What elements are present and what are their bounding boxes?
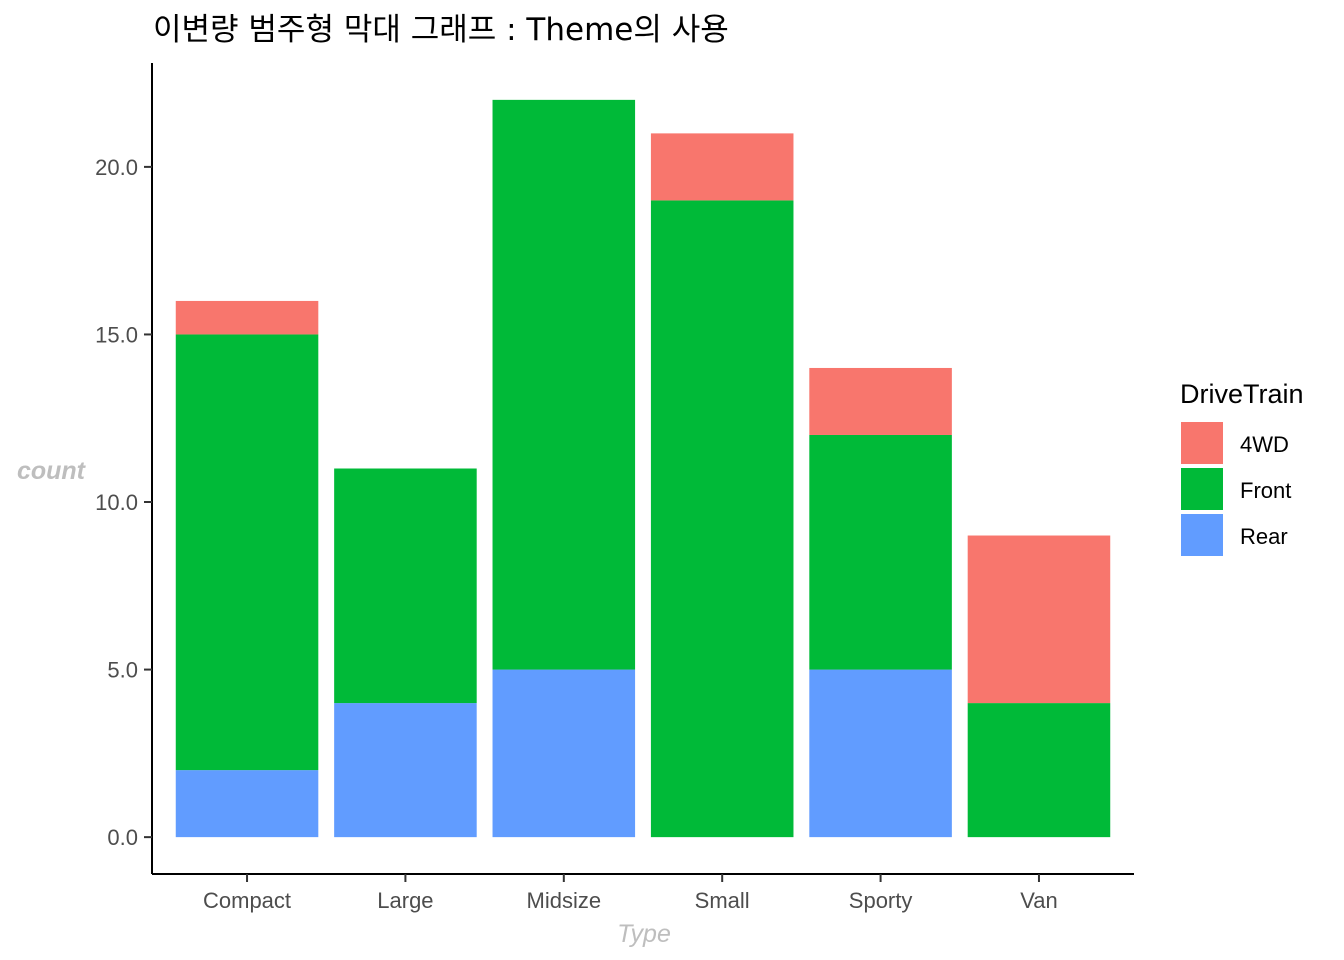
- x-tick-label: Midsize: [527, 888, 602, 913]
- x-tick-label: Sporty: [849, 888, 913, 913]
- legend-label-front: Front: [1240, 478, 1291, 503]
- y-tick-label: 20.0: [95, 155, 138, 180]
- bar-small-4wd: [650, 133, 794, 201]
- bar-large-front: [334, 468, 477, 704]
- bar-compact-4wd: [175, 300, 319, 335]
- y-tick-label: 10.0: [95, 490, 138, 515]
- legend-label-rear: Rear: [1240, 524, 1288, 549]
- bar-large-rear: [334, 703, 477, 838]
- y-axis-ticks: 0.0 5.0 10.0 15.0 20.0: [95, 155, 152, 850]
- bar-small-front: [650, 200, 794, 838]
- bar-van-4wd: [967, 535, 1111, 704]
- x-tick-label: Large: [377, 888, 433, 913]
- bar-sporty-front: [809, 434, 952, 670]
- bar-sporty-rear: [809, 669, 952, 838]
- x-tick-label: Van: [1020, 888, 1058, 913]
- bar-compact-front: [175, 334, 319, 771]
- bar-van-front: [967, 703, 1111, 838]
- y-tick-label: 5.0: [107, 658, 138, 683]
- x-tick-label: Compact: [203, 888, 291, 913]
- x-tick-label: Small: [695, 888, 750, 913]
- x-axis-title: Type: [617, 920, 671, 948]
- legend-key-4wd: [1181, 422, 1223, 464]
- bar-midsize-front: [492, 99, 636, 670]
- y-axis-title: count: [17, 457, 87, 485]
- x-axis-ticks: Compact Large Midsize Small Sporty Van: [203, 874, 1058, 913]
- bar-midsize-rear: [492, 669, 636, 838]
- bars-layer: [175, 99, 1111, 838]
- legend-key-front: [1181, 468, 1223, 510]
- legend-label-4wd: 4WD: [1240, 432, 1289, 457]
- bar-sporty-4wd: [809, 367, 952, 435]
- legend: DriveTrain 4WD Front Rear: [1180, 379, 1304, 556]
- chart-title: 이변량 범주형 막대 그래프 : Theme의 사용: [153, 12, 729, 48]
- legend-title: DriveTrain: [1180, 379, 1304, 409]
- y-tick-label: 15.0: [95, 322, 138, 347]
- bar-compact-rear: [175, 770, 319, 838]
- legend-key-rear: [1181, 514, 1223, 556]
- y-tick-label: 0.0: [107, 825, 138, 850]
